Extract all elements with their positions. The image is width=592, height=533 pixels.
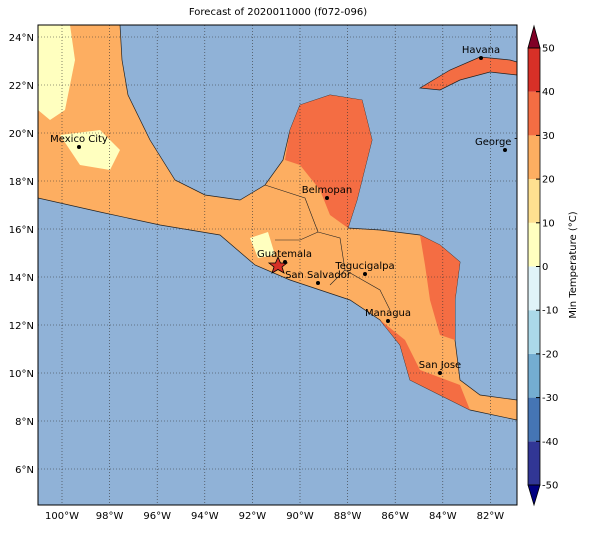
colorbar-segment [528,266,540,311]
colorbar-tick-label: -20 [542,349,558,360]
colorbar-label: Min Temperature (°C) [568,211,579,318]
city-label: Managua [365,308,411,319]
colorbar-tick-label: 20 [542,175,555,186]
cool-zone [250,232,275,258]
colorbar-tick-label: -40 [542,437,558,448]
colorbar-segment [528,91,540,136]
lat-label: 16°N [9,225,34,236]
city-dot [479,56,483,60]
lat-label: 20°N [9,129,34,140]
colorbar-segment [528,135,540,180]
lon-label: 88°W [334,511,362,522]
city-label: Mexico City [50,134,108,145]
title: Forecast of 2020011000 (f072-096) [189,7,367,18]
lat-label: 22°N [9,81,34,92]
city-dot [438,371,442,375]
map-area: Havana Mexico City George Town Belmopan Guat… [38,25,540,505]
colorbar-segment [528,222,540,267]
lat-label: 6°N [15,465,34,476]
city-dot [316,281,320,285]
colorbar-segment [528,441,540,485]
city-label: George Town [475,137,540,148]
colorbar-tick-label: -50 [542,481,558,492]
colorbar-tick-label: 10 [542,218,555,229]
city-label: San Salvador [285,270,352,281]
colorbar-segment [528,353,540,398]
colorbar-extend-low [527,484,541,507]
city-label: Belmopan [302,185,352,196]
city-label: Tegucigalpa [334,261,394,272]
warm-zone [420,235,460,340]
colorbar-tick-label: 40 [542,87,555,98]
colorbar-tick-label: 30 [542,131,555,142]
lon-label: 94°W [191,511,219,522]
colorbar-tick-label: 0 [542,262,548,273]
lon-label: 84°W [429,511,457,522]
colorbar-segment [528,179,540,223]
lon-label: 92°W [239,511,267,522]
lat-label: 24°N [9,33,34,44]
border [264,184,391,311]
lat-label: 8°N [15,417,34,428]
map-frame [37,24,518,506]
lat-label: 14°N [9,273,34,284]
colorbar-tick-label: -10 [542,306,558,317]
city-dot [363,272,367,276]
colorbar-segment [528,310,540,354]
cool-zone [60,130,120,170]
lat-label: 12°N [9,321,34,332]
lon-label: 100°W [45,511,79,522]
colorbar-tick-label: -30 [542,393,558,404]
city-dot [77,145,81,149]
colorbar-segment [528,48,540,92]
warm-zone [285,95,372,228]
lon-label: 96°W [143,511,171,522]
city-label: San Jose [419,360,461,371]
city-dot [386,319,390,323]
city-dot [503,148,507,152]
lon-label: 82°W [477,511,505,522]
city-label: Havana [462,45,500,56]
warm-zone [380,320,470,410]
colorbar-segment [528,397,540,442]
lat-label: 10°N [9,369,34,380]
colorbar-tick-label: 50 [542,44,555,55]
lat-label: 18°N [9,177,34,188]
lon-label: 86°W [381,511,409,522]
lon-label: 98°W [96,511,124,522]
cool-zone [38,25,75,120]
lon-label: 90°W [286,511,314,522]
city-dot [325,196,329,200]
city-label: Guatemala [257,249,312,260]
city-dot [283,260,287,264]
colorbar-extend-high [527,24,541,49]
